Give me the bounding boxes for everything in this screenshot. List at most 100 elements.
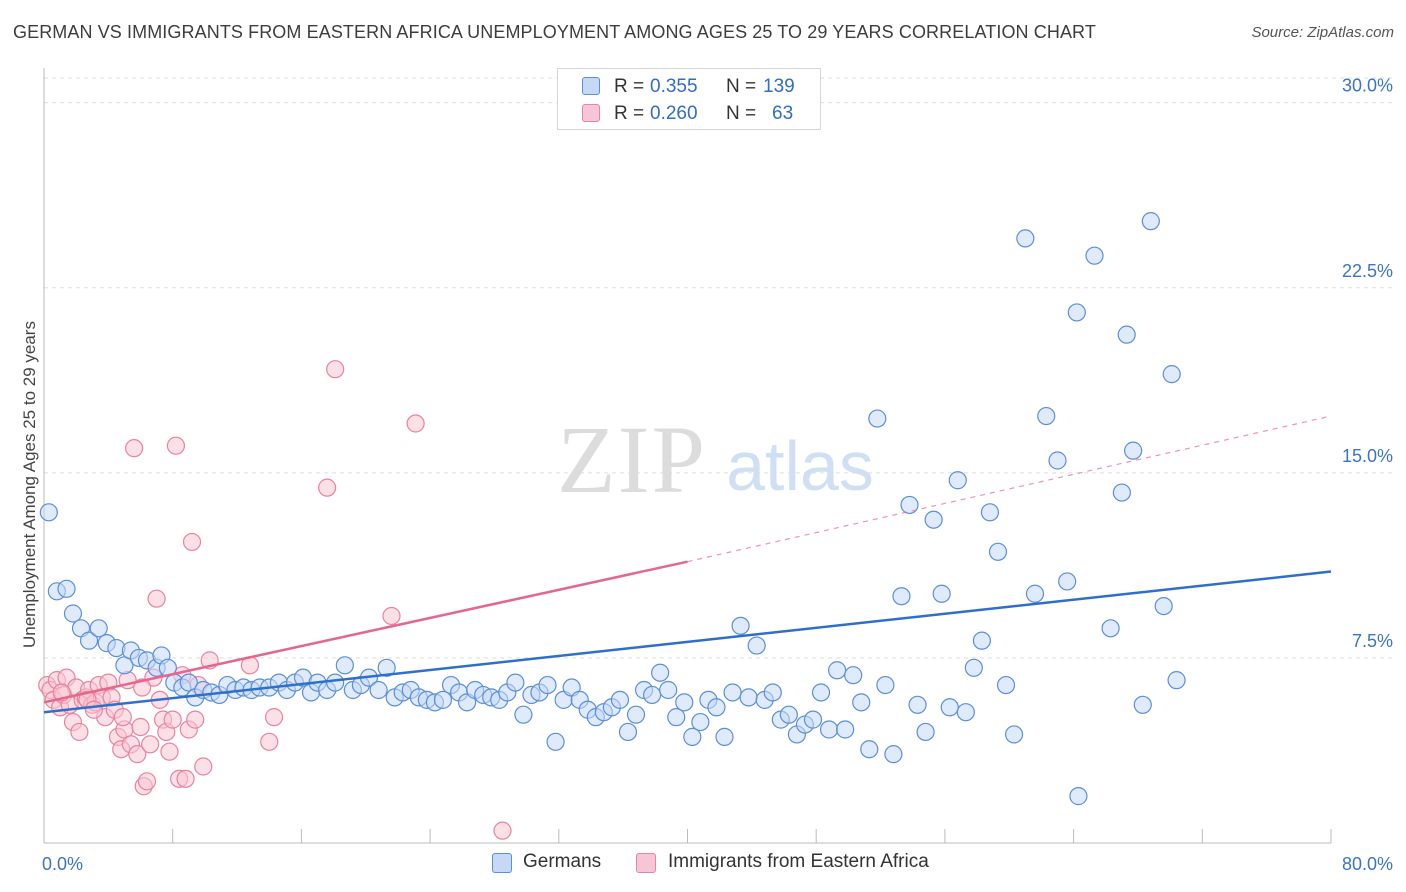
germans-point: [1069, 787, 1088, 806]
germans-point: [1167, 671, 1186, 690]
germans-point: [908, 695, 927, 714]
immigrants-point: [141, 735, 160, 754]
immigrants-point: [70, 722, 89, 742]
germans-point: [1133, 695, 1152, 714]
immigrants-point: [128, 745, 147, 764]
germans-point: [667, 708, 686, 727]
germans-point: [626, 705, 646, 724]
germans-point: [618, 722, 638, 742]
immigrants-point: [84, 700, 103, 719]
germans-point: [1037, 406, 1056, 426]
germans-point: [1048, 451, 1067, 470]
germans-point: [964, 658, 983, 677]
correlation-legend: R = 0.355 N = 139 R = 0.260 N = 63: [557, 68, 821, 130]
legend-n-value: 139: [763, 76, 795, 97]
immigrants-point: [264, 708, 284, 727]
germans-point: [546, 732, 565, 751]
immigrants-point: [176, 769, 195, 788]
immigrants-point: [406, 414, 425, 433]
immigrants-point: [318, 478, 337, 497]
germans-point: [940, 698, 959, 717]
germans-point: [988, 542, 1008, 561]
legend-r-value: 0.355: [650, 76, 698, 97]
germans-point: [884, 745, 903, 764]
legend-swatch-immigrants: [636, 853, 656, 873]
germans-point: [610, 690, 630, 709]
watermark-atlas: atlas: [726, 427, 874, 505]
immigrants-point: [133, 678, 152, 697]
legend-r-label: R =: [614, 103, 645, 124]
germans-point: [844, 666, 863, 685]
y-tick-label: 7.5%: [1352, 631, 1393, 651]
y-tick-label: 22.5%: [1342, 261, 1393, 281]
immigrants-point: [186, 710, 205, 729]
germans-point: [707, 698, 726, 717]
germans-point: [659, 680, 678, 700]
immigrants-point: [166, 436, 186, 455]
germans-point: [996, 675, 1016, 695]
germans-point: [643, 685, 662, 705]
legend-label-germans: Germans: [523, 851, 602, 872]
germans-point: [731, 616, 750, 635]
germans-point: [89, 619, 108, 638]
germans-point: [369, 680, 388, 700]
germans-point: [1085, 246, 1104, 265]
germans-point: [747, 636, 766, 655]
germans-point: [924, 510, 943, 529]
immigrants-point: [326, 360, 345, 379]
germans-point: [1016, 229, 1035, 248]
immigrants-point: [194, 757, 213, 776]
germans-point: [900, 495, 919, 515]
germans-point: [868, 409, 887, 428]
germans-point: [433, 690, 453, 709]
immigrants-point: [182, 532, 202, 552]
germans-point: [326, 673, 345, 692]
watermark-zip: ZIP: [557, 406, 707, 513]
germans-point: [1112, 483, 1131, 502]
legend-n-label: N =: [726, 76, 757, 97]
tick-labels: 7.5% 15.0% 22.5% 30.0% 0.0% 80.0%: [42, 76, 1393, 874]
germans-point: [860, 740, 879, 759]
germans-point: [1067, 303, 1086, 322]
legend-row-immigrants: R = 0.260 N = 63: [558, 101, 820, 127]
legend-label-immigrants: Immigrants from Eastern Africa: [668, 851, 929, 872]
immigrants-point: [163, 710, 182, 729]
legend-n-value: 63: [772, 103, 794, 124]
germans-point: [763, 683, 782, 702]
immigrants-point: [113, 708, 132, 727]
germans-point: [1058, 572, 1077, 591]
immigrants-point: [493, 821, 512, 840]
germans-point: [691, 712, 710, 732]
immigrants-point: [147, 589, 166, 608]
germans-trend-line: [43, 570, 1332, 714]
legend-swatch-pink: [582, 104, 600, 122]
immigrants-point: [131, 717, 150, 737]
chart-title: GERMAN VS IMMIGRANTS FROM EASTERN AFRICA…: [13, 22, 1096, 42]
germans-point: [377, 658, 396, 677]
germans-point: [1162, 365, 1181, 384]
legend-swatch-blue: [582, 77, 600, 95]
germans-point: [1025, 584, 1045, 603]
germans-point: [836, 720, 855, 739]
germans-point: [514, 705, 533, 724]
blue-series-points: [39, 212, 1186, 806]
x-tick-label: 0.0%: [42, 854, 83, 874]
germans-point: [683, 727, 702, 746]
germans-point: [538, 675, 557, 695]
immigrants-point: [124, 439, 144, 458]
pink-series-points: [38, 360, 512, 840]
legend-row-germans: R = 0.355 N = 139: [558, 74, 820, 100]
germans-point: [980, 503, 1000, 522]
germans-point: [803, 710, 823, 729]
source-label: Source: ZipAtlas.com: [1251, 24, 1394, 41]
germans-point: [1117, 325, 1136, 344]
germans-point: [892, 587, 911, 606]
germans-point: [1124, 441, 1143, 460]
legend-r-value: 0.260: [650, 103, 698, 124]
germans-point: [651, 663, 670, 682]
germans-point: [876, 675, 895, 695]
germans-point: [723, 683, 742, 702]
axes: [43, 68, 1332, 844]
x-tick-label: 80.0%: [1342, 854, 1393, 874]
legend-r-label: R =: [614, 76, 645, 97]
